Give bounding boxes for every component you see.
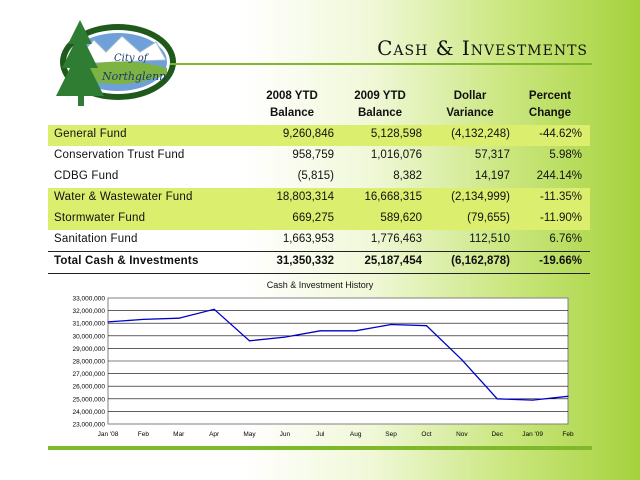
y-tick-label: 27,000,000 bbox=[72, 371, 105, 378]
data-point bbox=[461, 359, 463, 361]
col-header-percent: Percent Change bbox=[528, 90, 572, 119]
x-tick-label: Dec bbox=[491, 431, 503, 438]
x-tick-label: Mar bbox=[173, 431, 185, 438]
balance-2009: 1,016,076 bbox=[370, 149, 422, 161]
page-title: Cash & Investments bbox=[377, 36, 588, 60]
fund-name: Stormwater Fund bbox=[54, 212, 146, 224]
total-2008: 31,350,332 bbox=[276, 255, 334, 267]
balance-2008: 1,663,953 bbox=[282, 233, 334, 245]
x-tick-label: Sep bbox=[385, 431, 397, 438]
data-point bbox=[284, 336, 286, 338]
percent-change: 244.14% bbox=[536, 170, 582, 182]
percent-change: -44.62% bbox=[539, 128, 582, 140]
city-logo: City of Northglenn bbox=[56, 20, 176, 106]
data-point bbox=[567, 395, 569, 397]
balance-2008: 958,759 bbox=[292, 149, 334, 161]
mountains-icon bbox=[69, 35, 167, 65]
percent-change: 6.76% bbox=[549, 233, 582, 245]
x-tick-label: Jan '09 bbox=[522, 431, 543, 438]
logo-text-city: City of bbox=[114, 53, 150, 64]
dollar-variance: (4,132,248) bbox=[451, 128, 510, 140]
balance-2009: 589,620 bbox=[380, 212, 422, 224]
title-underline bbox=[170, 63, 592, 65]
col-header-2008: 2008 YTD Balance bbox=[266, 90, 318, 119]
y-tick-label: 30,000,000 bbox=[72, 333, 105, 340]
balance-2008: 669,275 bbox=[292, 212, 334, 224]
table-row: Water & Wastewater Fund 18,803,314 16,66… bbox=[48, 188, 590, 209]
y-tick-label: 26,000,000 bbox=[72, 384, 105, 391]
y-tick-label: 33,000,000 bbox=[72, 296, 105, 303]
y-tick-label: 31,000,000 bbox=[72, 321, 105, 328]
table-row: CDBG Fund (5,815) 8,382 14,197 244.14% bbox=[48, 167, 590, 188]
balance-2008: 18,803,314 bbox=[276, 191, 334, 203]
balance-2009: 8,382 bbox=[393, 170, 422, 182]
col-header-variance: Dollar Variance bbox=[446, 90, 494, 119]
balance-2009: 5,128,598 bbox=[370, 128, 422, 140]
balance-2009: 16,668,315 bbox=[364, 191, 422, 203]
series-line bbox=[107, 308, 569, 401]
x-tick-label: Oct bbox=[421, 431, 431, 438]
dollar-variance: 14,197 bbox=[474, 170, 510, 182]
data-point bbox=[532, 399, 534, 401]
balance-2008: (5,815) bbox=[297, 170, 334, 182]
fund-name: Water & Wastewater Fund bbox=[54, 191, 193, 203]
y-tick-label: 29,000,000 bbox=[72, 346, 105, 353]
fund-name: Conservation Trust Fund bbox=[54, 149, 185, 161]
balance-2008: 9,260,846 bbox=[282, 128, 334, 140]
percent-change: 5.98% bbox=[549, 149, 582, 161]
total-2009: 25,187,454 bbox=[364, 255, 422, 267]
data-point bbox=[178, 317, 180, 319]
data-point bbox=[425, 325, 428, 327]
balance-2009: 1,776,463 bbox=[370, 233, 422, 245]
funds-table: General Fund 9,260,846 5,128,598 (4,132,… bbox=[48, 125, 590, 274]
x-tick-label: Feb bbox=[138, 431, 150, 438]
x-tick-label: Jan '08 bbox=[98, 431, 119, 438]
y-tick-label: 32,000,000 bbox=[72, 308, 105, 315]
table-row: Stormwater Fund 669,275 589,620 (79,655)… bbox=[48, 209, 590, 230]
logo-text-northglenn: Northglenn bbox=[101, 70, 166, 83]
percent-change: -11.90% bbox=[540, 212, 582, 224]
pine-tree-icon bbox=[56, 20, 104, 106]
data-point bbox=[355, 330, 357, 332]
fund-name: General Fund bbox=[54, 128, 127, 140]
x-tick-label: Jun bbox=[280, 431, 291, 438]
col-header-2009: 2009 YTD Balance bbox=[354, 90, 406, 119]
total-row: Total Cash & Investments 31,350,332 25,1… bbox=[48, 251, 590, 274]
x-tick-label: Jul bbox=[316, 431, 325, 438]
table-row: Conservation Trust Fund 958,759 1,016,07… bbox=[48, 146, 590, 167]
total-variance: (6,162,878) bbox=[451, 255, 510, 267]
table-row: Sanitation Fund 1,663,953 1,776,463 112,… bbox=[48, 230, 590, 251]
table-row: General Fund 9,260,846 5,128,598 (4,132,… bbox=[48, 125, 590, 146]
data-point bbox=[213, 308, 215, 310]
bottom-rule bbox=[48, 446, 592, 450]
total-percent: -19.66% bbox=[539, 255, 582, 267]
fund-name: Sanitation Fund bbox=[54, 233, 138, 245]
percent-change: -11.35% bbox=[540, 191, 582, 203]
y-tick-label: 25,000,000 bbox=[72, 396, 105, 403]
total-label: Total Cash & Investments bbox=[54, 255, 199, 267]
x-tick-label: Nov bbox=[456, 431, 468, 438]
cash-history-chart: 23,000,000 24,000,000 25,000,000 26,000,000… bbox=[72, 296, 574, 439]
fund-name: CDBG Fund bbox=[54, 170, 119, 182]
data-point bbox=[107, 321, 109, 323]
data-point bbox=[390, 323, 392, 326]
dollar-variance: (79,655) bbox=[467, 212, 510, 224]
chart-title: Cash & Investment History bbox=[266, 280, 374, 290]
x-tick-label: May bbox=[243, 431, 256, 438]
dollar-variance: 112,510 bbox=[469, 233, 510, 245]
x-tick-label: Feb bbox=[562, 431, 574, 438]
data-point bbox=[496, 398, 498, 400]
dollar-variance: (2,134,999) bbox=[451, 191, 510, 203]
x-tick-label: Aug bbox=[350, 431, 362, 438]
x-tick-label: Apr bbox=[209, 431, 220, 438]
y-tick-label: 28,000,000 bbox=[72, 359, 105, 366]
dollar-variance: 57,317 bbox=[474, 149, 510, 161]
y-tick-label: 24,000,000 bbox=[72, 409, 105, 416]
data-point bbox=[142, 318, 144, 321]
data-point bbox=[319, 330, 321, 332]
data-point bbox=[248, 340, 251, 342]
y-tick-label: 23,000,000 bbox=[72, 422, 105, 429]
